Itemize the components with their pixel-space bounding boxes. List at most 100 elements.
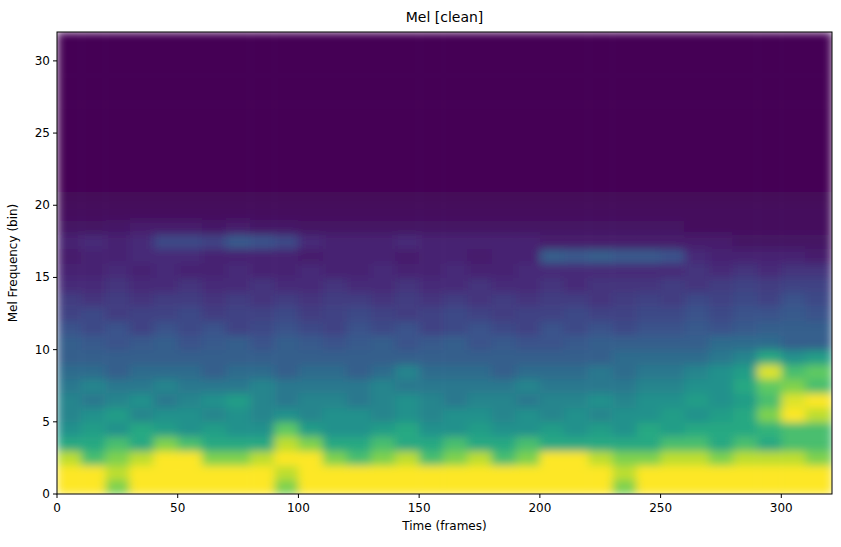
cell: [395, 480, 420, 494]
cell: [154, 104, 179, 119]
cell: [129, 133, 154, 148]
cell: [323, 249, 348, 264]
cell: [202, 292, 227, 307]
cell: [202, 104, 227, 119]
cell: [178, 234, 203, 249]
cell: [419, 364, 444, 379]
cell: [274, 133, 299, 148]
cell: [395, 422, 420, 437]
cell: [202, 436, 227, 451]
cell: [105, 451, 130, 466]
cell: [129, 335, 154, 350]
cell: [516, 407, 541, 422]
cell: [105, 75, 130, 90]
cell: [250, 176, 275, 191]
cell: [805, 263, 832, 278]
cell: [516, 451, 541, 466]
cell: [757, 75, 782, 90]
cell: [781, 148, 806, 163]
cell: [781, 407, 806, 422]
cell: [757, 46, 782, 61]
cell: [492, 480, 517, 494]
cell: [250, 119, 275, 134]
cell: [636, 263, 661, 278]
x-tick: [539, 494, 540, 498]
cell: [805, 205, 832, 220]
cell: [757, 292, 782, 307]
cell: [347, 75, 372, 90]
cell: [661, 104, 686, 119]
cell: [202, 306, 227, 321]
cell: [709, 277, 734, 292]
cell: [685, 277, 710, 292]
cell: [371, 393, 396, 408]
cell: [202, 263, 227, 278]
cell: [636, 119, 661, 134]
cell: [588, 220, 613, 235]
cell: [636, 205, 661, 220]
cell: [178, 263, 203, 278]
cell: [323, 407, 348, 422]
cell: [443, 393, 468, 408]
cell: [516, 119, 541, 134]
cell: [757, 148, 782, 163]
cell: [371, 119, 396, 134]
cell: [57, 191, 82, 206]
cell: [129, 162, 154, 177]
cell: [661, 162, 686, 177]
cell: [588, 46, 613, 61]
cell: [612, 249, 637, 264]
cell: [685, 465, 710, 480]
cell: [298, 335, 323, 350]
cell: [492, 277, 517, 292]
cell: [323, 364, 348, 379]
cell: [371, 133, 396, 148]
cell: [371, 407, 396, 422]
cell: [733, 191, 758, 206]
cell: [467, 176, 492, 191]
cell: [636, 451, 661, 466]
cell: [395, 220, 420, 235]
cell: [274, 249, 299, 264]
cell: [154, 407, 179, 422]
cell: [81, 234, 106, 249]
cell: [178, 119, 203, 134]
y-tick-label: 15: [35, 270, 50, 284]
cell: [467, 90, 492, 105]
cell: [298, 191, 323, 206]
cell: [178, 176, 203, 191]
cell: [347, 451, 372, 466]
cell: [298, 119, 323, 134]
cell: [347, 46, 372, 61]
cell: [661, 61, 686, 76]
cell: [564, 162, 589, 177]
cell: [57, 321, 82, 336]
cell: [323, 436, 348, 451]
cell: [709, 119, 734, 134]
cell: [781, 176, 806, 191]
cell: [105, 205, 130, 220]
y-tick: [53, 133, 57, 134]
cell: [419, 263, 444, 278]
cell: [178, 205, 203, 220]
cell: [57, 46, 82, 61]
cell: [178, 465, 203, 480]
cell: [588, 480, 613, 494]
cell: [419, 436, 444, 451]
cell: [443, 119, 468, 134]
cell: [540, 379, 565, 394]
cell: [323, 32, 348, 47]
cell: [274, 480, 299, 494]
cell: [347, 191, 372, 206]
cell: [298, 321, 323, 336]
cell: [105, 32, 130, 47]
cell: [540, 104, 565, 119]
cell: [226, 306, 251, 321]
cell: [443, 451, 468, 466]
cell: [733, 90, 758, 105]
cell: [129, 436, 154, 451]
cell: [178, 407, 203, 422]
cell: [636, 350, 661, 365]
cell: [250, 277, 275, 292]
cell: [178, 321, 203, 336]
